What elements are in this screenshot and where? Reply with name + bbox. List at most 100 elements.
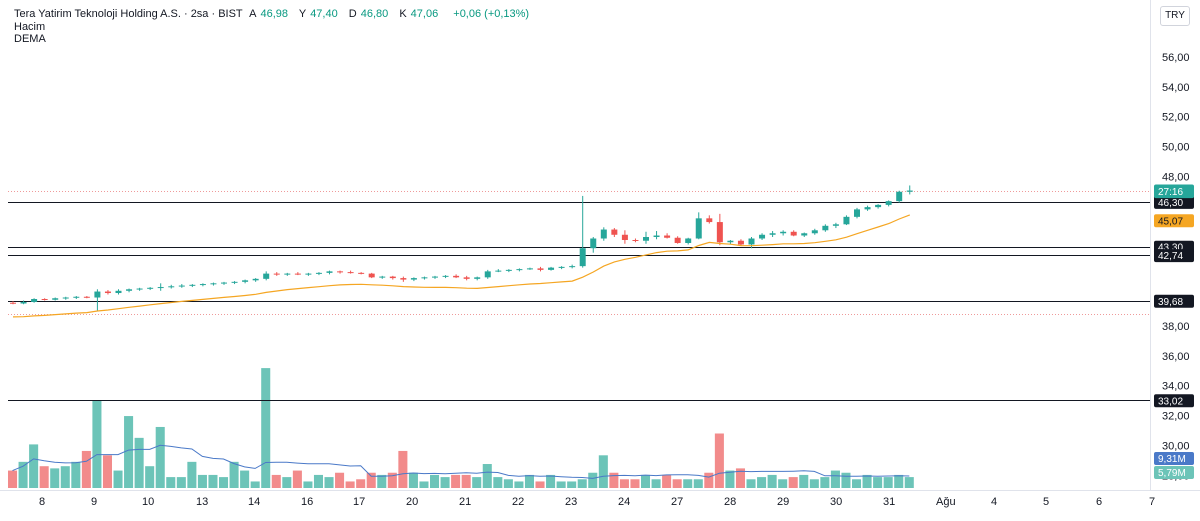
dema-line <box>12 214 911 318</box>
volume-bar <box>894 474 904 488</box>
volume-bar <box>271 474 281 488</box>
volume-bar <box>788 477 798 488</box>
candle-body <box>790 231 797 236</box>
candle-body <box>801 233 808 236</box>
volume-bar <box>176 477 186 488</box>
volume-bar <box>197 474 207 488</box>
volume-bar <box>50 468 60 488</box>
volume-bar <box>208 474 218 488</box>
candle-body <box>600 229 607 239</box>
candle-body <box>221 282 227 284</box>
time-axis-label: 8 <box>39 496 45 508</box>
price-axis-label: 34,00 <box>1162 381 1190 393</box>
candle-body <box>854 209 860 217</box>
candle-body <box>737 240 744 245</box>
candle-body <box>674 237 681 243</box>
volume-bar <box>303 481 313 488</box>
volume-bar <box>451 474 461 488</box>
volume-bar <box>155 426 165 488</box>
volume-bar <box>39 466 49 488</box>
candle-body <box>31 299 38 302</box>
time-axis-label: 10 <box>142 496 154 508</box>
volume-bar <box>630 479 640 488</box>
candle-body <box>10 302 16 304</box>
time-axis-label: Ağu <box>936 496 956 508</box>
time-axis-label: 22 <box>512 496 524 508</box>
candle-body <box>52 298 59 300</box>
volume-bar <box>145 466 155 488</box>
symbol-title[interactable]: Tera Yatirim Teknoloji Holding A.S. · 2s… <box>14 8 243 20</box>
volume-bar <box>757 477 767 488</box>
candle-body <box>611 229 618 235</box>
close-label: K <box>399 8 407 20</box>
candle-body <box>242 280 249 282</box>
time-axis-label: 30 <box>830 496 842 508</box>
hline-tag-bg <box>1154 394 1194 408</box>
candle-body <box>727 240 734 243</box>
candle-body <box>400 278 407 280</box>
candle-body <box>569 266 576 268</box>
candle-body <box>759 234 766 239</box>
price-axis-label: 50,00 <box>1162 142 1190 154</box>
indicator-volume[interactable]: Hacim <box>14 21 46 33</box>
volume-bar <box>60 466 70 488</box>
time-axis-label: 29 <box>777 496 789 508</box>
volume-bar <box>852 479 862 488</box>
candle-body <box>199 284 206 286</box>
candle-body <box>305 273 312 275</box>
volume-bar <box>187 461 197 488</box>
volume-bar <box>904 477 914 488</box>
price-axis-label: 52,00 <box>1162 112 1190 124</box>
low-value: 46,80 <box>360 8 389 20</box>
candle-body <box>590 238 597 249</box>
volume-bar <box>746 479 756 488</box>
volume-bar <box>113 470 123 488</box>
volume-bar <box>862 474 872 488</box>
candle-body <box>104 291 111 294</box>
volume-bar <box>493 477 503 488</box>
volume-bar <box>134 437 144 488</box>
countdown-tag: 27:16 <box>1158 187 1183 198</box>
volume-bar <box>324 477 334 488</box>
volume-bar <box>282 477 292 488</box>
volume-bar <box>778 479 788 488</box>
candle-body <box>537 268 544 270</box>
volume-tag-bg <box>1154 466 1194 479</box>
time-axis-label: 28 <box>724 496 736 508</box>
volume-bar <box>292 470 302 488</box>
volume-bar <box>166 477 176 488</box>
volume-bar <box>335 472 345 488</box>
volume-bar <box>714 433 724 488</box>
candle-body <box>526 268 533 270</box>
volume-bar <box>124 416 134 488</box>
volume-bar <box>735 468 745 488</box>
countdown-tag-bg <box>1154 185 1194 199</box>
candle-body <box>284 273 291 275</box>
volume-bar <box>577 479 587 488</box>
indicator-dema[interactable]: DEMA <box>14 33 46 45</box>
volume-bar <box>92 400 102 488</box>
volume-bar <box>29 444 39 488</box>
volume-bar <box>651 479 661 488</box>
candle-body <box>643 237 649 241</box>
volume-bar <box>102 455 112 488</box>
volume-bar <box>356 479 366 488</box>
candle-body <box>421 277 428 279</box>
candle-body <box>168 286 175 288</box>
price-axis-label: 36,00 <box>1162 351 1190 363</box>
candle-body <box>864 207 871 210</box>
time-axis-label: 5 <box>1043 496 1049 508</box>
volume-bar <box>313 474 323 488</box>
volume-bar <box>556 481 566 488</box>
volume-bar <box>229 461 239 488</box>
volume-bar <box>240 470 250 488</box>
candle-body <box>706 218 713 223</box>
time-axis-label: 24 <box>618 496 630 508</box>
candle-body <box>558 266 565 268</box>
hline-tag: 39,68 <box>1158 297 1183 308</box>
time-axis-label: 23 <box>565 496 577 508</box>
volume-bar <box>672 479 682 488</box>
candle-body <box>495 270 502 272</box>
currency-button[interactable]: TRY <box>1160 6 1190 26</box>
